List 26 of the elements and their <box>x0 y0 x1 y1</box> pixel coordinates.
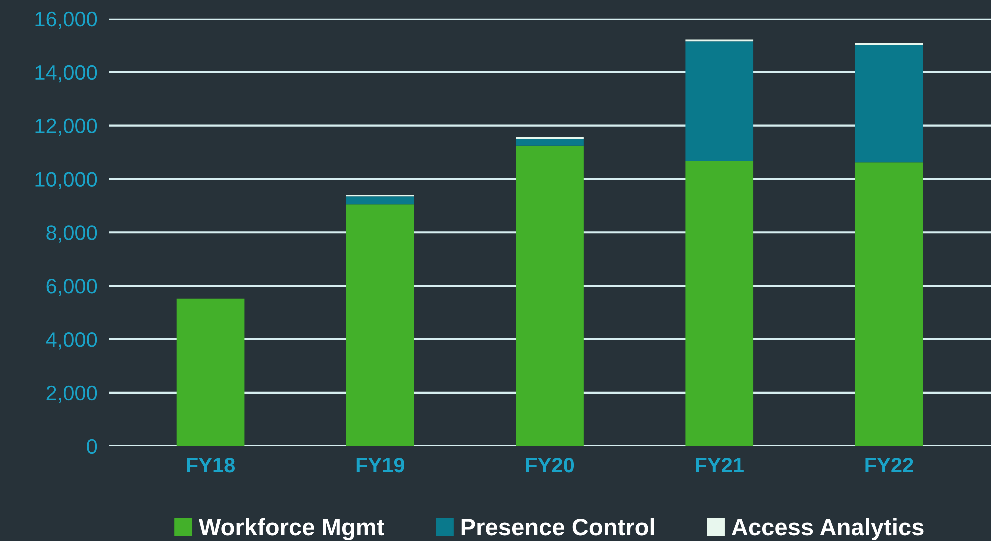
y-tick-label: 8,000 <box>46 226 98 243</box>
bar <box>516 139 584 146</box>
bar <box>346 204 414 446</box>
y-tick-label: 10,000 <box>36 172 98 190</box>
bar <box>346 196 414 205</box>
y-tick-label: 6,000 <box>46 279 98 296</box>
legend-label: Presence Control <box>462 518 654 536</box>
bar <box>686 42 754 162</box>
y-tick-label: 2,000 <box>46 386 98 404</box>
y-tick-label: 14,000 <box>36 65 98 83</box>
bar <box>855 45 924 163</box>
y-tick-label: 0 <box>87 439 98 454</box>
y-tick-label: 4,000 <box>46 332 98 350</box>
x-tick-label: FY18 <box>187 458 236 473</box>
bar <box>855 162 924 446</box>
x-tick-label: FY19 <box>356 458 405 473</box>
legend-label: Access Analytics <box>732 518 924 540</box>
legend-label: Workforce Mgmt <box>198 518 384 540</box>
bar <box>176 298 245 446</box>
bar <box>686 161 754 446</box>
y-tick-label: 16,000 <box>36 12 98 30</box>
bar <box>516 146 584 446</box>
x-tick-label: FY20 <box>526 458 574 473</box>
x-tick-label: FY22 <box>866 458 914 473</box>
y-tick-label: 12,000 <box>36 118 98 136</box>
x-tick-label: FY21 <box>696 458 744 473</box>
